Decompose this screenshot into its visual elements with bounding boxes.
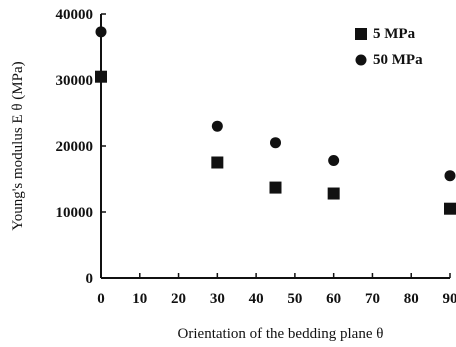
data-point-square — [95, 71, 107, 83]
legend: 5 MPa 50 MPa — [355, 26, 423, 68]
data-point-circle — [445, 170, 456, 181]
y-tick-label: 30000 — [56, 73, 94, 89]
legend-marker-square — [355, 28, 367, 40]
x-axis-label: Orientation of the bedding plane θ — [178, 326, 384, 342]
data-point-square — [444, 203, 456, 215]
x-tick-label: 40 — [249, 291, 264, 307]
legend-label: 5 MPa — [373, 26, 416, 42]
x-tick-label: 30 — [210, 291, 225, 307]
x-tick-label: 80 — [404, 291, 419, 307]
legend-marker-circle — [356, 55, 367, 66]
y-tick-label: 20000 — [56, 139, 94, 155]
legend-label: 50 MPa — [373, 52, 423, 68]
x-tick-label: 70 — [365, 291, 380, 307]
y-tick-label: 10000 — [56, 205, 94, 221]
y-axis-label: Young's modulus E θ (MPa) — [10, 61, 26, 230]
x-tick-label: 10 — [132, 291, 147, 307]
data-point-square — [328, 188, 340, 200]
x-tick-label: 0 — [97, 291, 105, 307]
data-point-square — [211, 157, 223, 169]
x-tick-label: 50 — [287, 291, 302, 307]
y-tick-label: 40000 — [56, 7, 94, 23]
x-tick-label: 60 — [326, 291, 341, 307]
data-point-circle — [212, 121, 223, 132]
x-tick-label: 90 — [443, 291, 456, 307]
data-point-circle — [96, 26, 107, 37]
y-tick-label: 0 — [86, 271, 94, 287]
data-point-square — [270, 182, 282, 194]
data-point-circle — [270, 137, 281, 148]
data-point-circle — [328, 155, 339, 166]
x-tick-label: 20 — [171, 291, 186, 307]
